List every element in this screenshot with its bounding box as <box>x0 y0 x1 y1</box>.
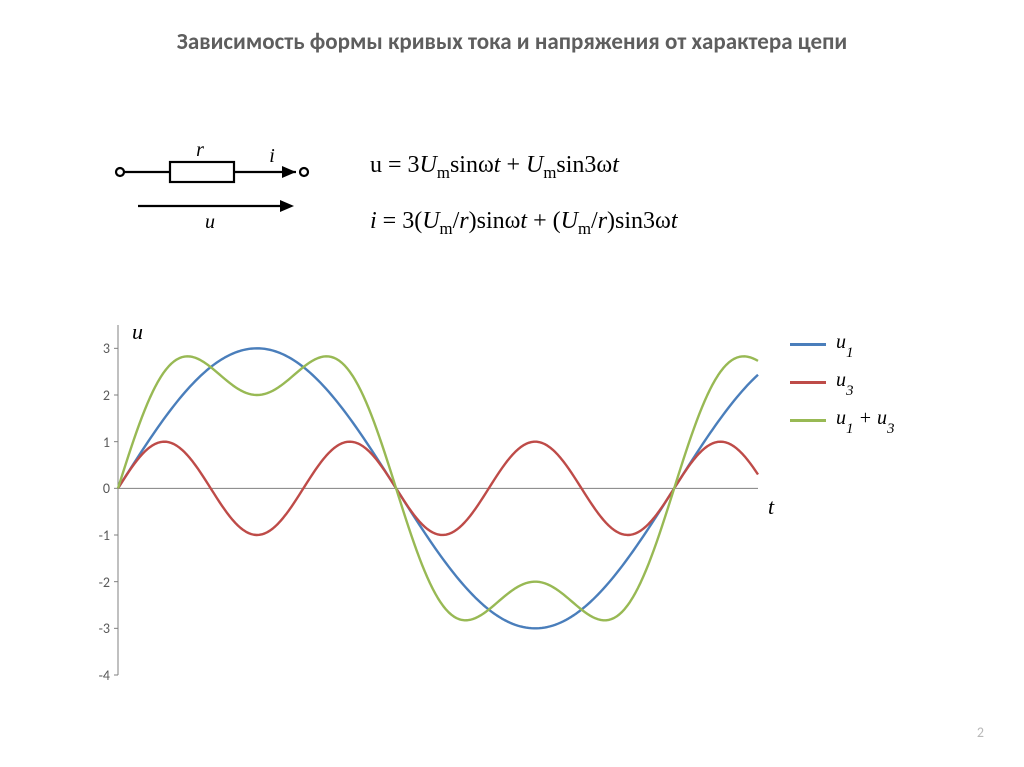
svg-text:i: i <box>269 145 275 167</box>
legend-swatch <box>790 343 826 346</box>
ytick-label: -3 <box>82 620 110 637</box>
ytick-label: 2 <box>82 387 110 404</box>
ytick-label: 3 <box>82 340 110 357</box>
circuit-svg: r i u <box>110 140 330 230</box>
svg-text:r: r <box>196 140 204 161</box>
legend-item-u3: u3 <box>790 363 895 401</box>
ytick-label: 1 <box>82 434 110 451</box>
svg-text:u: u <box>205 211 215 230</box>
legend-item-u1: u1 <box>790 325 895 363</box>
y-axis-label: u <box>132 319 143 345</box>
circuit-diagram: r i u <box>110 140 330 230</box>
ytick-label: -4 <box>82 667 110 684</box>
x-axis-label: t <box>768 494 774 520</box>
ytick-label: -1 <box>82 527 110 544</box>
legend-item-u1+u3: u1 + u3 <box>790 401 895 439</box>
chart-legend: u1 u3 u1 + u3 <box>790 325 895 439</box>
legend-label: u3 <box>836 369 854 396</box>
ytick-label: 0 <box>82 480 110 497</box>
page-title: Зависимость формы кривых тока и напряжен… <box>0 28 1024 56</box>
chart-svg <box>68 305 788 705</box>
legend-swatch <box>790 419 826 422</box>
page-number: 2 <box>977 724 984 741</box>
equation-u: u = 3Umsinωt + Umsin3ωt <box>370 152 619 183</box>
legend-swatch <box>790 381 826 384</box>
legend-label: u1 <box>836 331 854 358</box>
ytick-label: -2 <box>82 574 110 591</box>
equation-i: i = 3(Um/r)sinωt + (Um/r)sin3ωt <box>370 208 678 239</box>
legend-label: u1 + u3 <box>836 407 895 434</box>
